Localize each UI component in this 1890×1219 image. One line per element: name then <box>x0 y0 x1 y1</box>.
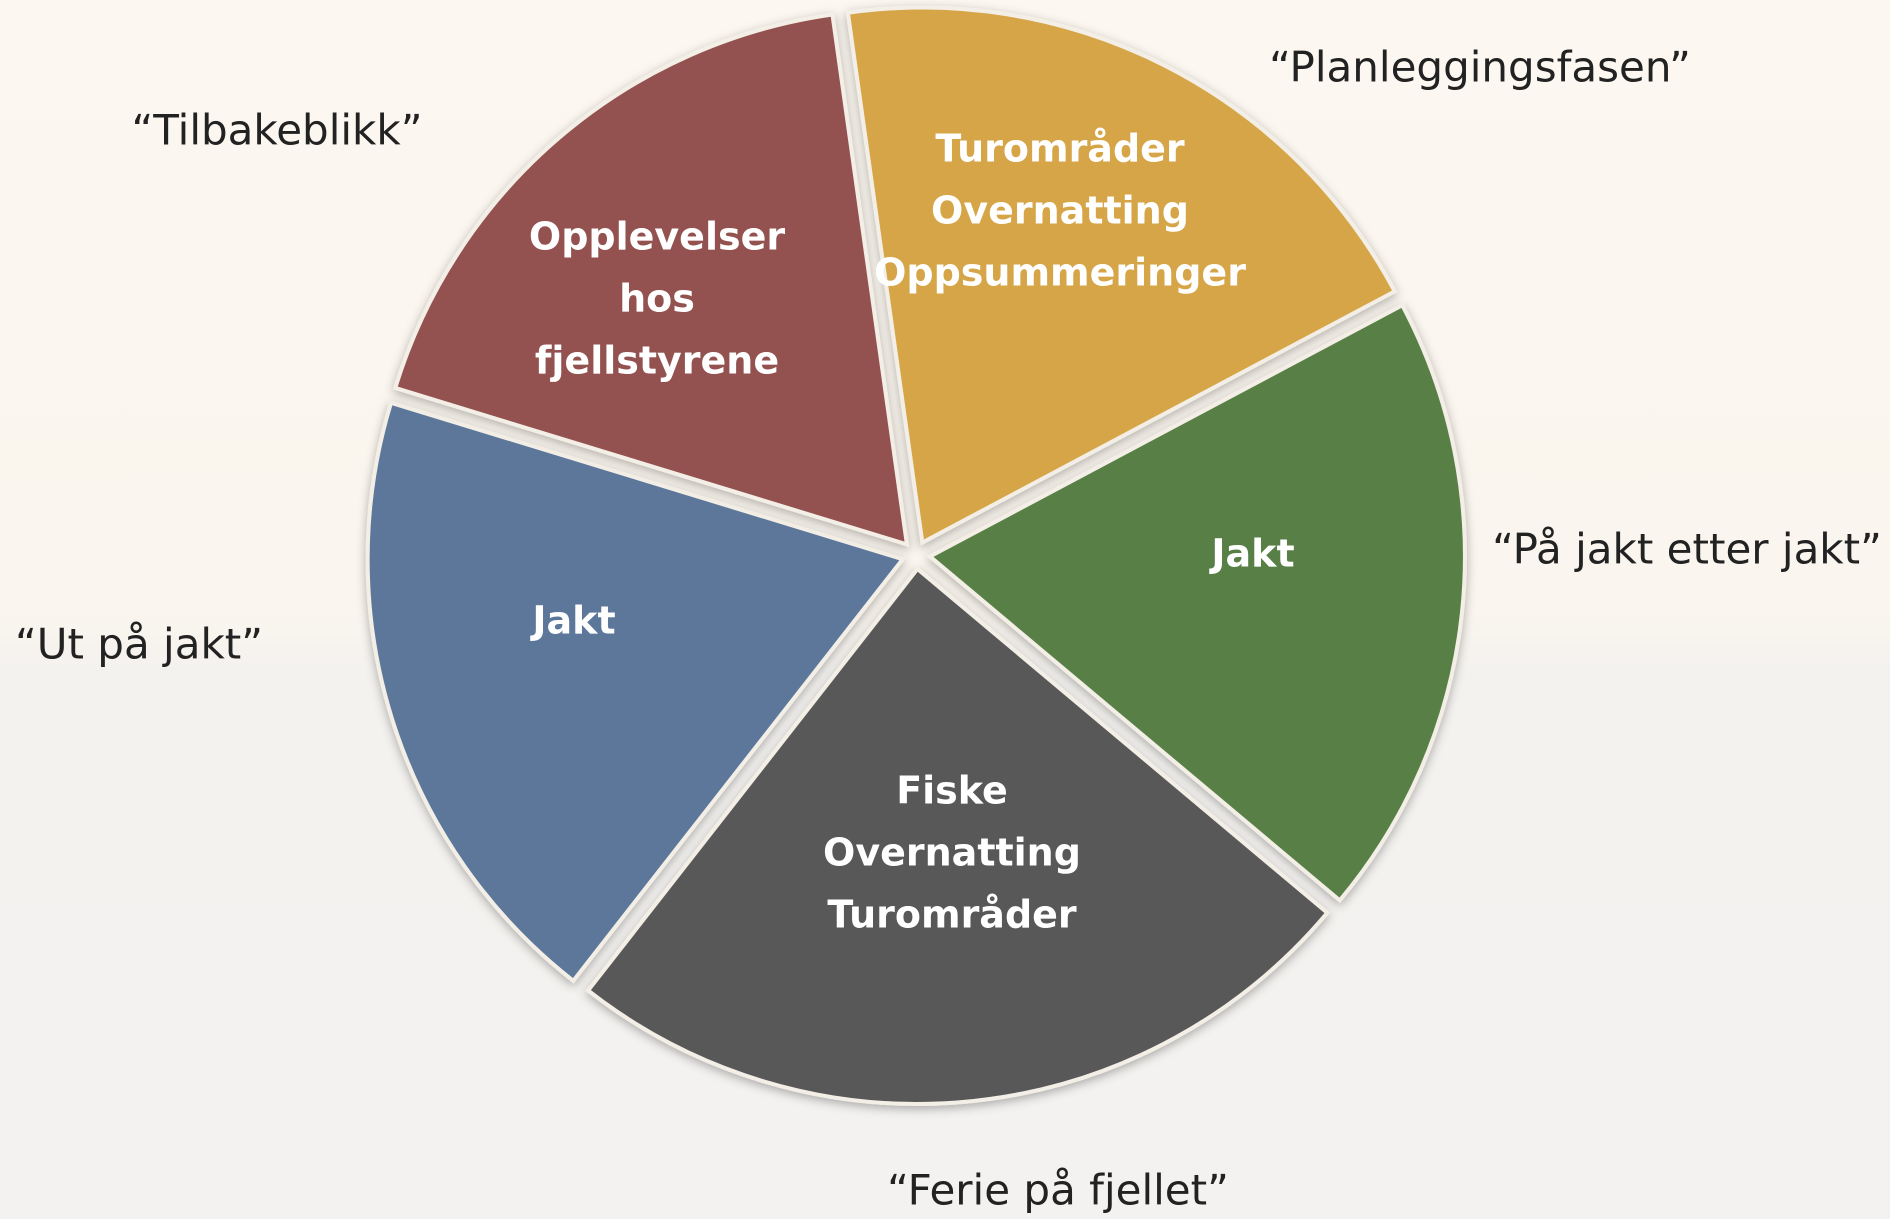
phase-caption: “På jakt etter jakt” <box>1492 525 1882 574</box>
phase-caption: “Tilbakeblikk” <box>132 106 423 155</box>
segment-label: Overnatting <box>931 189 1189 233</box>
segment-label: fjellstyrene <box>535 339 779 383</box>
segment-label: Opplevelser <box>529 215 785 259</box>
phase-caption: “Planleggingsfasen” <box>1269 43 1691 92</box>
segment-label: hos <box>619 277 695 321</box>
segment-label: Jakt <box>1208 532 1294 576</box>
segment-label: Oppsummeringer <box>874 251 1246 295</box>
phase-caption: “Ferie på fjellet” <box>887 1166 1229 1215</box>
segment-label: Overnatting <box>823 831 1081 875</box>
segment-label: Turområder <box>935 127 1185 171</box>
diagram: Turområder Overnatting Oppsummeringer “Plan… <box>0 0 1890 1219</box>
phase-caption: “Ut på jakt” <box>15 620 263 669</box>
segment-label: Fiske <box>896 769 1008 813</box>
segment-label: Turområder <box>827 893 1077 937</box>
segment-label: Jakt <box>529 599 615 643</box>
